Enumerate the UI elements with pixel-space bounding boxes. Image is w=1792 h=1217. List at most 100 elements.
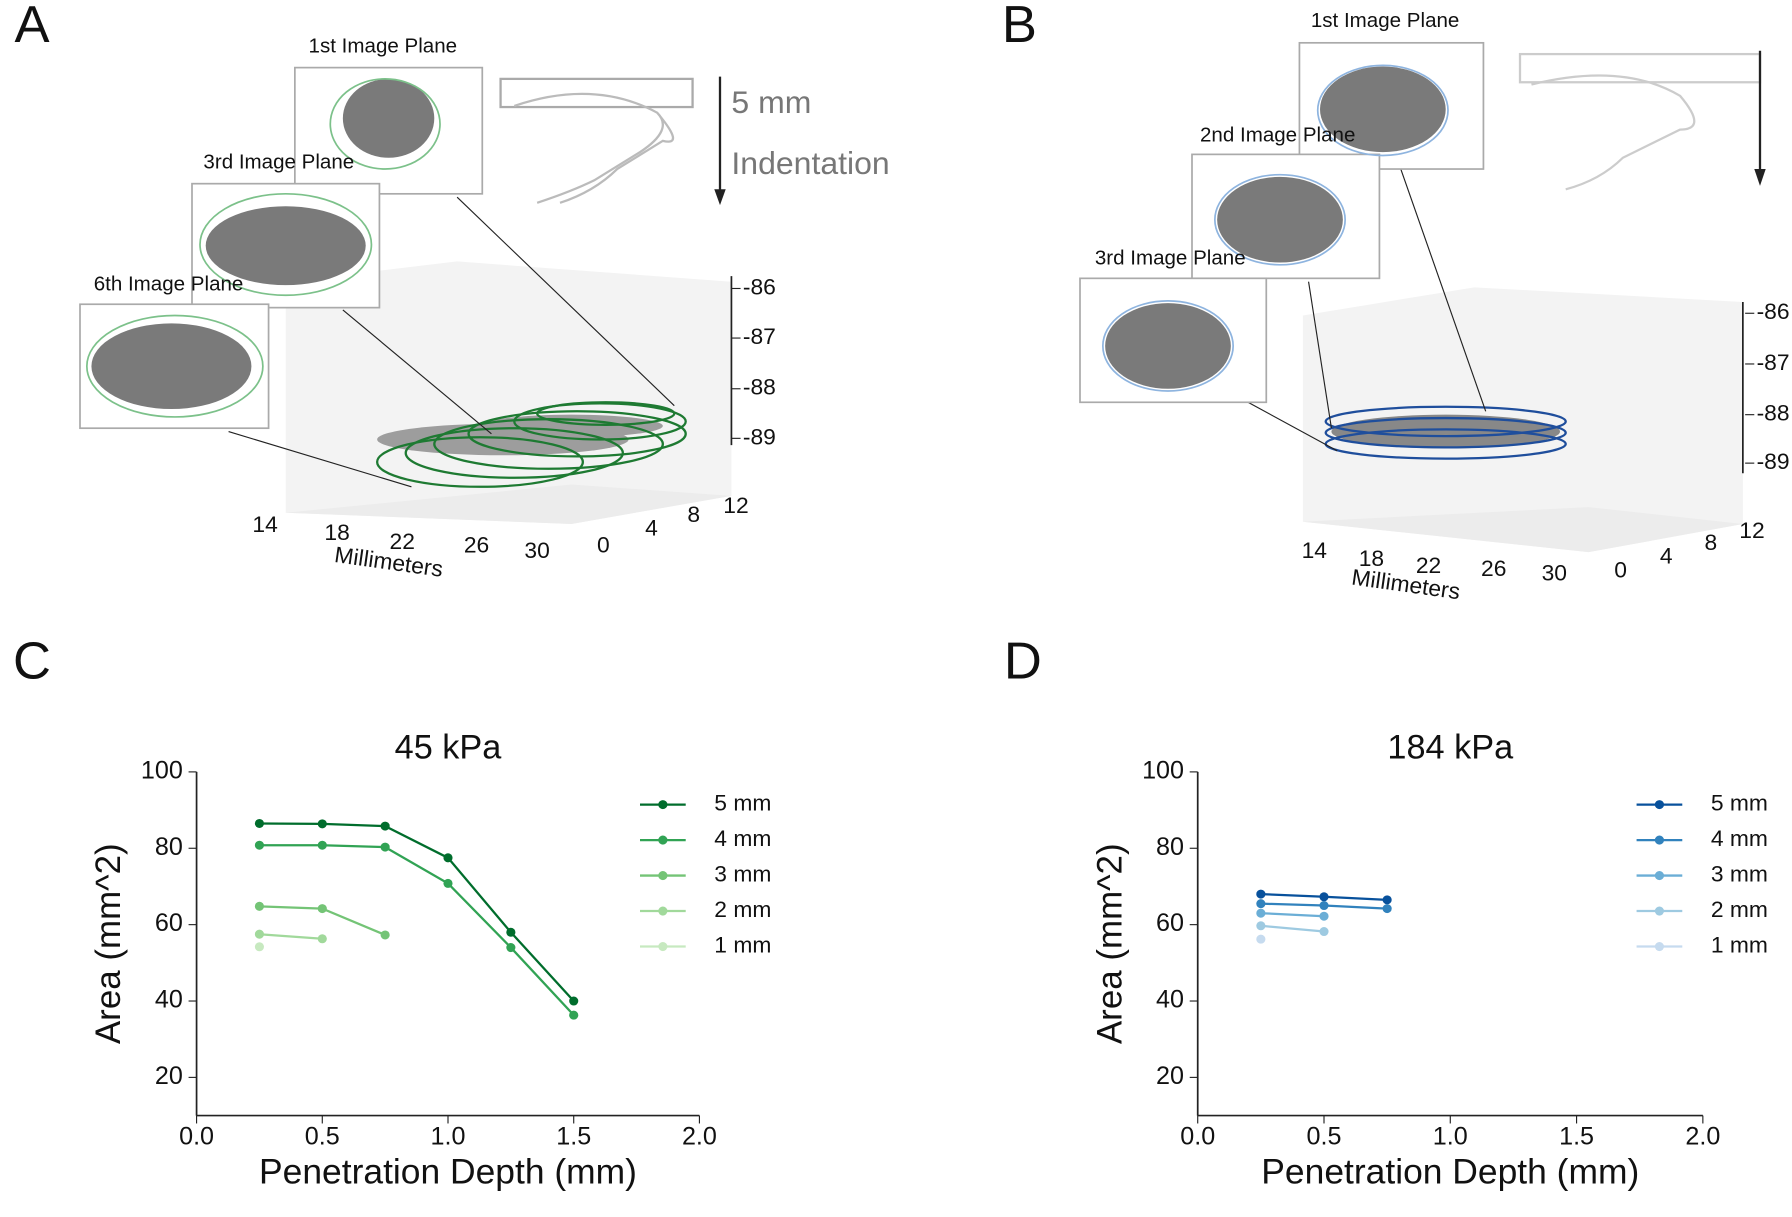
- x-tick-label: 22: [1416, 552, 1441, 578]
- legend-label: 3 mm: [1711, 861, 1768, 887]
- panel-letter: A: [14, 0, 49, 54]
- y-tick-label: 60: [1156, 909, 1184, 937]
- data-point: [1256, 908, 1266, 918]
- data-point: [254, 942, 264, 952]
- z-tick-label: -87: [743, 323, 776, 349]
- x-axis-label: Millimeters: [1350, 564, 1462, 605]
- x-tick-label: 0.0: [1180, 1123, 1215, 1151]
- plane-label: 1st Image Plane: [309, 36, 458, 58]
- plane-label: 3rd Image Plane: [1095, 248, 1246, 270]
- y-axis-label: Area (mm^2): [1090, 843, 1129, 1044]
- plane-label: 2nd Image Plane: [1200, 125, 1355, 147]
- data-point: [1256, 921, 1266, 931]
- x-tick-label: 2.0: [682, 1123, 717, 1151]
- data-point: [1382, 895, 1392, 905]
- chart-title: 184 kPa: [1387, 728, 1513, 766]
- legend-marker: [1654, 942, 1664, 952]
- legend-marker: [1654, 800, 1664, 810]
- data-point: [317, 904, 327, 914]
- legend-label: 2 mm: [714, 896, 771, 922]
- z-tick-label: -87: [1757, 349, 1790, 375]
- x-axis-label: Penetration Depth (mm): [259, 1153, 637, 1192]
- series-line: [1260, 912, 1325, 918]
- data-point: [380, 821, 390, 831]
- data-point: [317, 934, 327, 944]
- y-tick-label: 4: [1660, 543, 1673, 569]
- legend-marker: [1654, 871, 1664, 881]
- series-line: [259, 822, 575, 1002]
- data-point: [1319, 911, 1329, 921]
- legend-marker: [1654, 906, 1664, 916]
- data-point: [569, 1010, 579, 1020]
- legend-label: 3 mm: [714, 861, 771, 887]
- y-tick-label: 80: [155, 833, 183, 861]
- data-point: [317, 840, 327, 850]
- y-tick-label: 8: [687, 501, 700, 527]
- z-tick-label: -89: [743, 423, 776, 449]
- legend-marker: [658, 871, 668, 881]
- data-point: [443, 878, 453, 888]
- legend-marker: [658, 800, 668, 810]
- x-tick-label: 26: [464, 532, 489, 558]
- chart-title: 45 kPa: [395, 728, 502, 766]
- y-tick-label: 40: [1156, 986, 1184, 1014]
- data-point: [506, 927, 516, 937]
- legend-label: 5 mm: [714, 790, 771, 816]
- y-tick-label: 80: [1156, 833, 1184, 861]
- x-tick-label: 0.0: [179, 1123, 214, 1151]
- legend-label: 4 mm: [714, 825, 771, 851]
- x-tick-label: 22: [390, 528, 415, 554]
- legend-marker: [658, 835, 668, 845]
- data-point: [1319, 927, 1329, 937]
- panel-b-illustration: [1079, 41, 1766, 553]
- y-axis-label: Area (mm^2): [89, 843, 128, 1044]
- x-tick-label: 14: [252, 511, 277, 537]
- y-tick-label: 40: [155, 986, 183, 1014]
- plane-label: 1st Image Plane: [1311, 10, 1460, 32]
- z-tick-label: -86: [1757, 298, 1790, 324]
- z-tick-label: -88: [1757, 400, 1790, 426]
- legend-label: 4 mm: [1711, 825, 1768, 851]
- plane-label: 3rd Image Plane: [203, 152, 354, 174]
- y-tick-label: 60: [155, 909, 183, 937]
- x-tick-label: 1.5: [556, 1123, 591, 1151]
- y-tick-label: 100: [141, 757, 183, 785]
- arrow-label: Indentation: [731, 145, 889, 181]
- y-tick-label: 4: [645, 515, 658, 541]
- legend-marker: [658, 906, 668, 916]
- x-tick-label: 0.5: [1307, 1123, 1342, 1151]
- data-point: [1256, 899, 1266, 909]
- legend-marker: [658, 942, 668, 952]
- z-tick-label: -86: [743, 274, 776, 300]
- x-tick-label: 0.5: [305, 1123, 340, 1151]
- data-point: [569, 996, 579, 1006]
- data-point: [254, 901, 264, 911]
- x-tick-label: 18: [324, 519, 349, 545]
- series-line: [1260, 924, 1325, 933]
- data-point: [1382, 904, 1392, 914]
- x-tick-label: 26: [1481, 555, 1506, 581]
- data-point: [254, 840, 264, 850]
- legend-label: 2 mm: [1711, 896, 1768, 922]
- data-point: [317, 819, 327, 829]
- x-tick-label: 18: [1359, 545, 1384, 571]
- data-point: [1319, 892, 1329, 902]
- y-tick-label: 100: [1142, 757, 1184, 785]
- y-tick-label: 20: [155, 1062, 183, 1090]
- x-tick-label: 30: [524, 537, 549, 563]
- legend-label: 1 mm: [714, 932, 771, 958]
- panel-letter: C: [13, 633, 51, 691]
- y-tick-label: 0: [597, 532, 610, 558]
- y-tick-label: 0: [1614, 556, 1627, 582]
- data-point: [380, 842, 390, 852]
- plane-label: 6th Image Plane: [94, 274, 244, 296]
- z-tick-label: -89: [1757, 448, 1790, 474]
- legend-marker: [1654, 835, 1664, 845]
- data-point: [254, 818, 264, 828]
- series-line: [259, 933, 323, 940]
- data-point: [254, 929, 264, 939]
- y-tick-label: 8: [1705, 529, 1718, 555]
- x-tick-label: 2.0: [1685, 1123, 1720, 1151]
- y-tick-label: 12: [1739, 517, 1764, 543]
